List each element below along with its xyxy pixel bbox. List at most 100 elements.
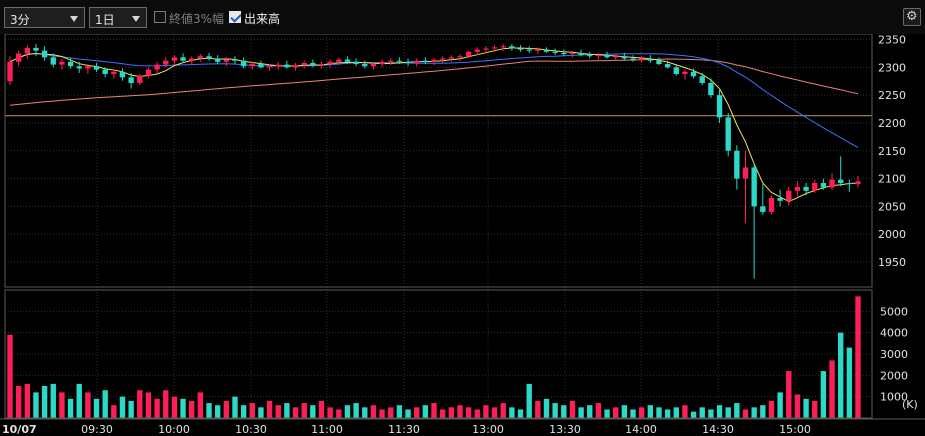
volume-bar <box>336 409 342 418</box>
volume-unit-label: (K) <box>902 398 918 411</box>
candle-body <box>388 60 394 62</box>
volume-bar <box>656 407 662 418</box>
volume-bar <box>258 407 264 418</box>
price-panel-border <box>4 34 873 288</box>
time-axis: 10/07 09:30 10:00 10:30 11:00 11:30 13:00 13:30… <box>2 423 811 436</box>
candle-body <box>465 51 472 57</box>
candle-body <box>820 183 827 188</box>
candle-body <box>258 64 264 68</box>
volume-bar <box>396 405 403 418</box>
volume-bar <box>439 409 446 418</box>
range-select[interactable]: 1日 <box>89 7 147 28</box>
volume-bar <box>310 405 316 418</box>
candle-body <box>786 190 792 201</box>
closing-band-checkbox[interactable]: 終値3%幅 <box>154 11 224 26</box>
time-tick-label: 15:00 <box>779 423 811 436</box>
volume-tick-label: 3000 <box>880 348 908 361</box>
candle-body <box>690 71 697 77</box>
candle-body <box>15 53 22 62</box>
price-tick-label: 1950 <box>878 256 906 269</box>
candle-body <box>578 52 584 56</box>
candle-body <box>630 58 636 60</box>
volume-checkbox[interactable]: 出来高 <box>229 11 281 26</box>
candle-body <box>206 56 212 59</box>
volume-bar <box>786 371 792 418</box>
interval-select[interactable]: 3分 <box>4 7 85 28</box>
candlestick-series <box>7 44 861 279</box>
candle-body <box>517 48 524 50</box>
range-value: 1日 <box>95 13 115 27</box>
volume-bar <box>232 396 238 418</box>
volume-bar <box>664 409 671 418</box>
candle-body <box>751 167 757 207</box>
volume-bar <box>284 403 290 418</box>
volume-bar <box>197 392 204 418</box>
volume-bar <box>725 407 731 418</box>
candle-body <box>829 179 835 188</box>
volume-bar <box>223 400 230 418</box>
candle-body <box>699 76 705 83</box>
price-tick-label: 2100 <box>878 173 906 186</box>
volume-bar <box>214 405 221 418</box>
volume-bar <box>561 405 567 418</box>
settings-button[interactable]: ⚙ <box>903 8 921 26</box>
volume-bar <box>509 407 515 418</box>
candle-body <box>794 186 801 191</box>
candle-body <box>370 64 377 67</box>
volume-bar <box>206 403 212 418</box>
volume-bar <box>275 405 281 418</box>
chart-toolbar: 3分 1日 終値3%幅 出来高 ⚙ <box>0 0 925 34</box>
candle-body <box>76 66 82 69</box>
candle-body <box>587 55 593 57</box>
volume-label: 出来高 <box>244 12 281 26</box>
volume-bar <box>111 405 117 418</box>
candle-body <box>708 82 714 96</box>
volume-bar <box>145 392 152 418</box>
candle-body <box>448 57 454 59</box>
volume-bar <box>137 390 143 418</box>
date-label: 10/07 <box>2 423 37 436</box>
volume-bar <box>517 409 524 418</box>
volume-bar <box>85 392 91 418</box>
volume-bar <box>41 386 48 418</box>
volume-bar <box>543 398 550 418</box>
candle-body <box>526 49 532 51</box>
volume-bar <box>457 405 463 418</box>
volume-bar <box>552 403 558 418</box>
candle-body <box>119 71 126 78</box>
volume-bar <box>716 405 723 418</box>
volume-bar <box>33 392 39 418</box>
volume-bar <box>292 407 299 418</box>
candle-body <box>777 198 783 201</box>
candle-body <box>561 52 567 55</box>
candle-body <box>803 186 809 191</box>
candle-body <box>223 59 230 62</box>
volume-bar <box>24 383 30 418</box>
volume-bar <box>699 407 705 418</box>
candle-body <box>734 150 740 179</box>
candle-body <box>509 46 515 49</box>
volume-bar <box>535 400 541 418</box>
candle-body <box>379 61 385 65</box>
candle-body <box>414 60 420 63</box>
volume-bar <box>119 396 126 418</box>
candle-body <box>543 49 550 52</box>
volume-bar <box>370 405 377 418</box>
volume-bar <box>855 296 861 418</box>
stock-chart[interactable]: 1950 2000 2050 2100 2150 2200 2250 2300 2350 100… <box>0 34 925 436</box>
volume-bar <box>578 407 584 418</box>
candle-body <box>760 206 766 212</box>
volume-bar <box>102 390 108 418</box>
volume-bar <box>768 400 775 418</box>
candle-body <box>7 61 13 82</box>
candle-body <box>102 69 108 75</box>
candle-body <box>362 64 368 67</box>
volume-bar <box>76 383 82 418</box>
candle-body <box>33 47 39 51</box>
candle-body <box>431 59 437 62</box>
time-tick-label: 11:30 <box>388 423 420 436</box>
volume-bar <box>327 407 333 418</box>
time-tick-label: 14:00 <box>625 423 657 436</box>
interval-value: 3分 <box>10 13 30 27</box>
price-tick-label: 2250 <box>878 89 906 102</box>
